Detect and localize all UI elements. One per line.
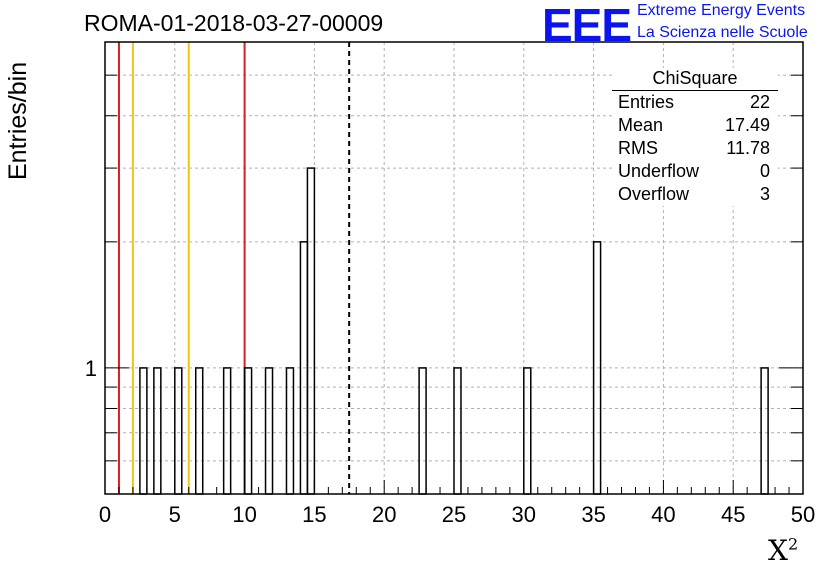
y-tick-label: 1 — [85, 356, 97, 381]
axis-ticks-layer: 0 5 10 15 20 25 30 35 40 45 501 — [85, 41, 815, 527]
x-tick-label: 10 — [232, 502, 256, 527]
y-axis-label: Entries/bin — [4, 61, 32, 180]
stats-label: Entries — [618, 92, 675, 112]
x-axis-label-sup: 2 — [787, 534, 799, 554]
x-tick-label: 0 — [99, 502, 111, 527]
stats-value: 17.49 — [724, 115, 770, 135]
x-tick-label: 15 — [302, 502, 326, 527]
plot-frame — [104, 41, 804, 495]
stats-title: ChiSquare — [612, 68, 778, 91]
stats-row-mean: Mean 17.49 — [612, 114, 778, 137]
stats-row-underflow: Underflow 0 — [612, 160, 778, 183]
stats-label: Mean — [618, 115, 664, 135]
stats-value: 0 — [759, 161, 770, 181]
stats-label: Overflow — [618, 184, 690, 204]
x-tick-label: 40 — [651, 502, 675, 527]
histogram-bar — [306, 167, 316, 495]
x-axis-label: X2 — [768, 534, 798, 567]
stats-label: RMS — [618, 138, 658, 158]
x-tick-label: 45 — [721, 502, 745, 527]
stats-row-entries: Entries 22 — [612, 91, 778, 114]
logo-subtitle-1: Extreme Energy Events — [637, 2, 806, 19]
stats-row-rms: RMS 11.78 — [612, 137, 778, 160]
histogram-bars-layer — [139, 167, 769, 495]
stats-box: ChiSquare Entries 22 Mean 17.49 RMS 11.7… — [612, 68, 778, 206]
x-tick-label: 50 — [791, 502, 815, 527]
stats-label: Underflow — [618, 161, 700, 181]
run-title: ROMA-01-2018-03-27-00009 — [84, 10, 384, 36]
logo-subtitle-2: La Scienza nelle Scuole — [637, 24, 808, 41]
stats-value: 22 — [749, 92, 770, 112]
x-tick-label: 5 — [169, 502, 181, 527]
stats-value: 3 — [759, 184, 770, 204]
x-tick-label: 30 — [512, 502, 536, 527]
x-tick-label: 20 — [372, 502, 396, 527]
x-tick-label: 25 — [442, 502, 466, 527]
stats-value: 11.78 — [726, 138, 770, 158]
x-axis-label-base: X — [768, 534, 788, 567]
eee-logo: EEE — [542, 0, 632, 51]
stats-row-overflow: Overflow 3 — [612, 183, 778, 206]
x-tick-label: 35 — [581, 502, 605, 527]
